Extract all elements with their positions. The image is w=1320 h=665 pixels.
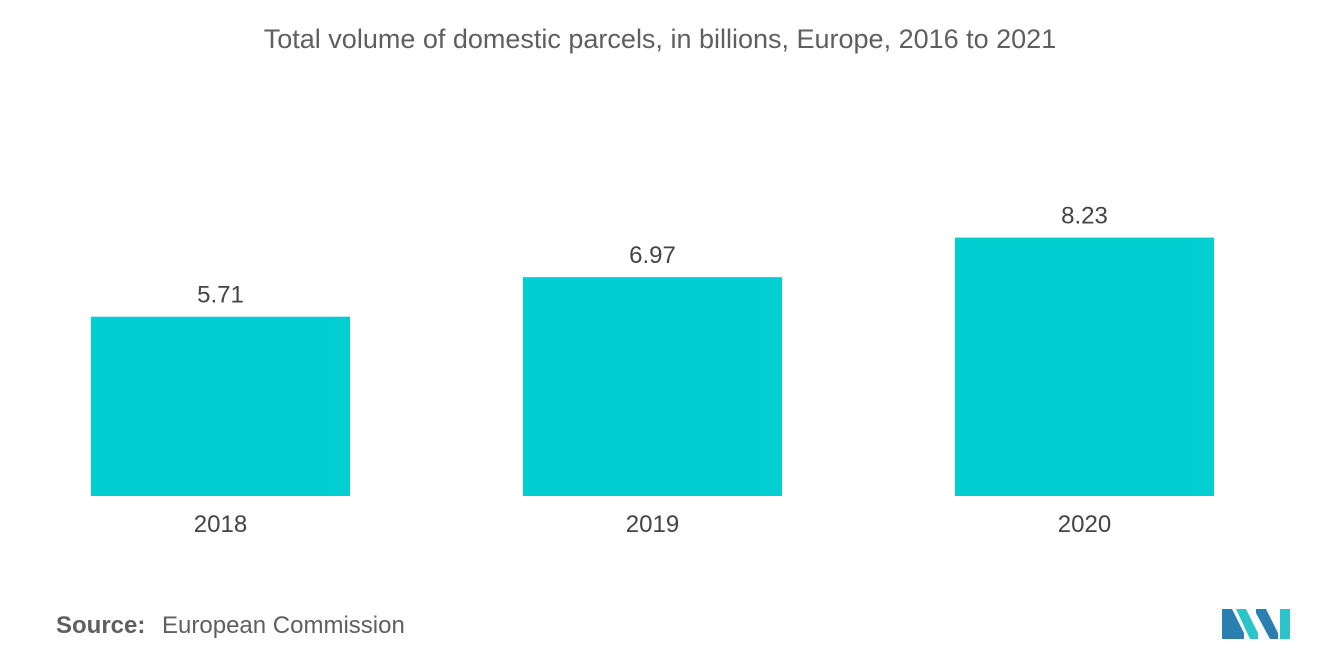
chart-title: Total volume of domestic parcels, in bil… [263, 24, 1057, 54]
data-label-2020: 8.23 [1061, 203, 1108, 230]
bar-chart: 5.71 6.97 8.23 2018 2019 2020 [91, 203, 1214, 538]
x-tick-label-2019: 2019 [626, 511, 679, 538]
source-note: Source: European Commission [56, 612, 405, 640]
bar-2019 [523, 277, 782, 496]
x-axis-tick-labels: 2018 2019 2020 [194, 511, 1111, 538]
mordor-intelligence-logo-icon [1222, 609, 1290, 639]
data-labels-layer: 5.71 6.97 8.23 [197, 203, 1108, 309]
x-tick-label-2018: 2018 [194, 511, 247, 538]
bar-2018 [91, 316, 350, 496]
x-tick-label-2020: 2020 [1058, 511, 1111, 538]
data-label-2018: 5.71 [197, 282, 244, 309]
source-key: Source: [56, 612, 146, 639]
source-value: European Commission [162, 612, 405, 639]
bar-2020 [955, 237, 1214, 496]
bars-layer [91, 237, 1214, 496]
data-label-2019: 6.97 [629, 242, 676, 269]
